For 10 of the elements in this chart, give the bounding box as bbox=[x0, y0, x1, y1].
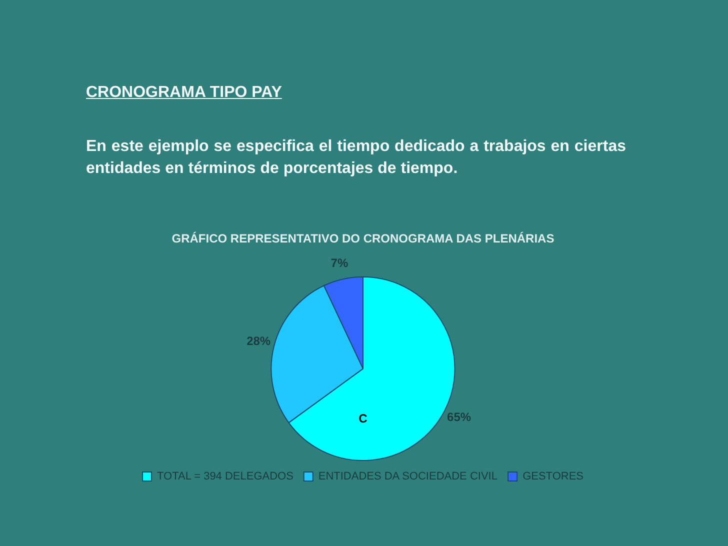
text: En este ejemplo se especifica el tiempo dedicado a trabajos en ciertas entidades en términos de porcentajes de tiempo. bbox=[86, 137, 626, 179]
data-label: 65% bbox=[447, 410, 472, 424]
legend-label: ENTIDADES DA SOCIEDADE CIVIL bbox=[318, 470, 498, 483]
data-label: 7% bbox=[330, 256, 348, 270]
data-label: 28% bbox=[246, 334, 271, 348]
legend-label: GESTORES bbox=[522, 470, 584, 483]
text: C bbox=[358, 412, 368, 426]
chart-title: GRÁFICO REPRESENTATIVO DO CRONOGRAMA DAS PLENÁRIAS bbox=[172, 232, 554, 246]
text: CRONOGRAMA TIPO PAY bbox=[86, 84, 282, 102]
legend-label: TOTAL = 394 DELEGADOS bbox=[157, 470, 294, 483]
